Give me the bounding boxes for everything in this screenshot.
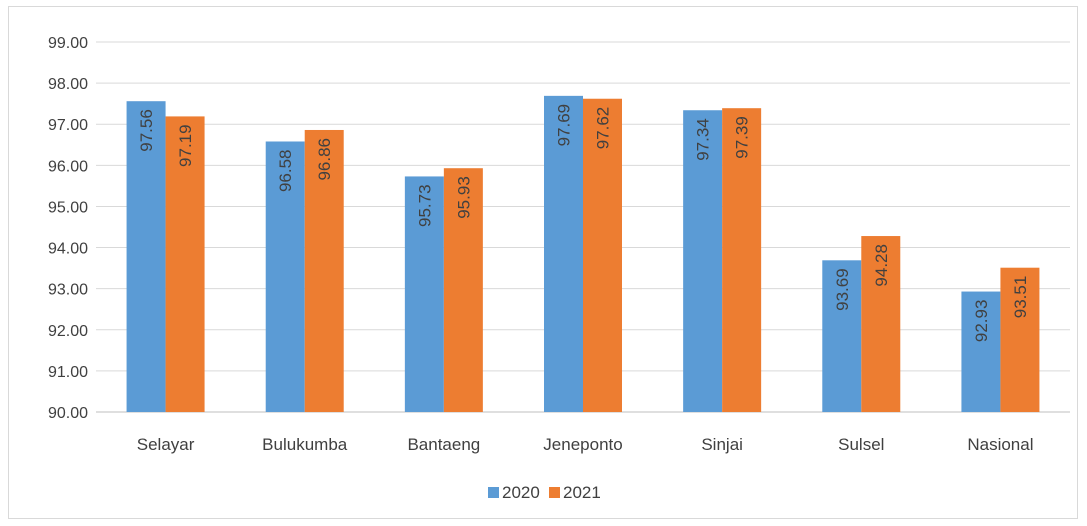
data-label: 97.19 bbox=[176, 124, 195, 167]
bar-2021-jeneponto bbox=[583, 98, 622, 412]
x-category-label: Selayar bbox=[137, 435, 195, 454]
legend: 2020 2021 bbox=[488, 483, 601, 502]
y-axis-ticks: 99.00 98.00 97.00 96.00 95.00 94.00 93.00 92.00… bbox=[48, 35, 88, 422]
bar-2020-sinjai bbox=[683, 110, 723, 412]
bars bbox=[126, 95, 1040, 413]
data-label: 97.62 bbox=[594, 107, 613, 150]
bar-2020-nasional bbox=[961, 291, 1001, 412]
data-label: 93.69 bbox=[833, 268, 852, 311]
data-label: 97.39 bbox=[733, 116, 752, 159]
x-axis-categories: Selayar Bulukumba Bantaeng Jeneponto Sinjai S… bbox=[137, 435, 1034, 454]
y-tick-label: 94.00 bbox=[48, 241, 88, 258]
legend-label: 2020 bbox=[502, 483, 540, 502]
x-category-label: Jeneponto bbox=[543, 435, 622, 454]
data-label: 95.93 bbox=[454, 176, 473, 219]
bar-2021-selayar bbox=[165, 116, 205, 413]
bar-2020-bantaeng bbox=[404, 176, 444, 412]
bar-2021-bulukumba bbox=[304, 129, 344, 412]
x-category-label: Bantaeng bbox=[407, 435, 480, 454]
legend-swatch-2020 bbox=[488, 487, 499, 498]
bar-2021-nasional bbox=[1000, 267, 1040, 412]
bar-2020-sulsel bbox=[822, 260, 862, 412]
data-label: 96.58 bbox=[276, 149, 295, 192]
y-tick-label: 95.00 bbox=[48, 199, 88, 216]
y-tick-label: 97.00 bbox=[48, 117, 88, 134]
x-category-label: Sinjai bbox=[701, 435, 743, 454]
x-category-label: Sulsel bbox=[838, 435, 884, 454]
legend-swatch-2021 bbox=[549, 487, 560, 498]
y-tick-label: 99.00 bbox=[48, 35, 88, 52]
data-label: 97.69 bbox=[555, 104, 574, 147]
y-tick-label: 98.00 bbox=[48, 76, 88, 93]
bar-2020-jeneponto bbox=[544, 95, 583, 412]
y-tick-label: 90.00 bbox=[48, 405, 88, 422]
data-label: 94.28 bbox=[872, 244, 891, 287]
bar-2020-bulukumba bbox=[265, 141, 305, 412]
y-tick-label: 96.00 bbox=[48, 158, 88, 175]
data-label: 96.86 bbox=[315, 138, 334, 181]
x-category-label: Bulukumba bbox=[262, 435, 348, 454]
y-tick-label: 91.00 bbox=[48, 364, 88, 381]
data-labels: 97.56 97.19 96.58 96.86 95.73 95.93 97.69 97.62… bbox=[137, 104, 1030, 342]
data-label: 97.34 bbox=[694, 118, 713, 161]
bar-2020-selayar bbox=[126, 101, 166, 412]
data-label: 93.51 bbox=[1011, 276, 1030, 319]
bar-2021-sinjai bbox=[722, 108, 762, 412]
x-category-label: Nasional bbox=[967, 435, 1033, 454]
data-label: 97.56 bbox=[137, 109, 156, 152]
y-tick-label: 92.00 bbox=[48, 323, 88, 340]
bar-2021-sulsel bbox=[861, 236, 901, 412]
legend-label: 2021 bbox=[563, 483, 601, 502]
bar-2021-bantaeng bbox=[443, 168, 483, 412]
y-tick-label: 93.00 bbox=[48, 282, 88, 299]
data-label: 95.73 bbox=[415, 184, 434, 227]
data-label: 92.93 bbox=[972, 300, 991, 343]
